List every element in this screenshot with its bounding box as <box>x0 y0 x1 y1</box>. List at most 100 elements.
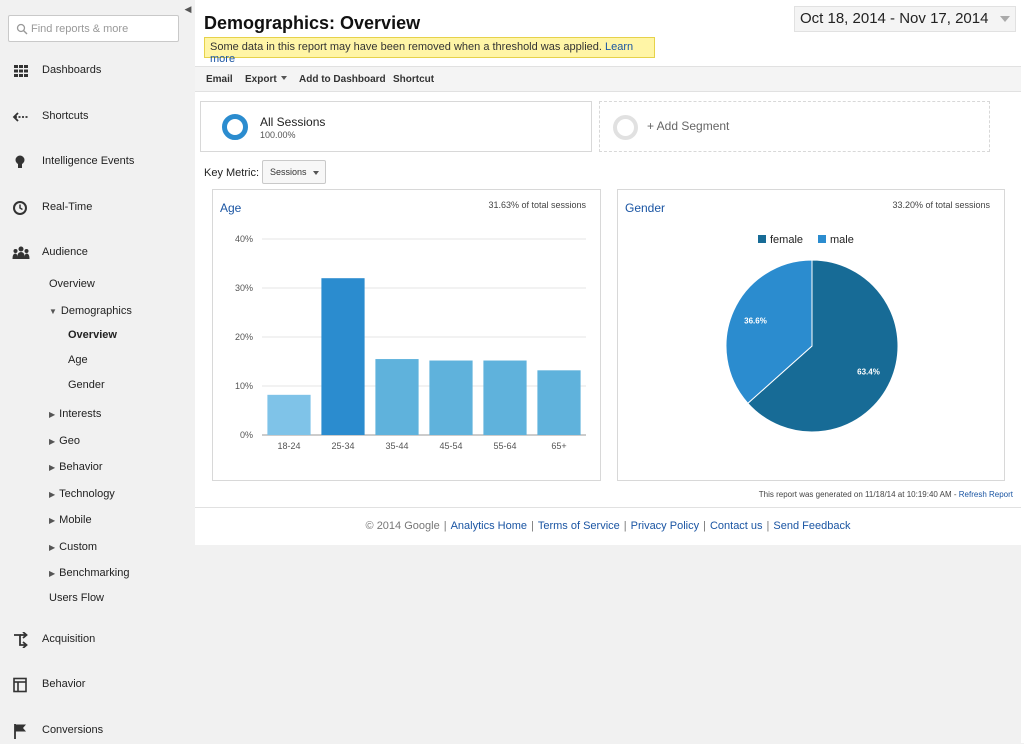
sidebar-item-acquisition[interactable]: Acquisition <box>0 627 195 653</box>
sidebar-item-audience[interactable]: Audience <box>0 240 195 266</box>
date-range-text: Oct 18, 2014 - Nov 17, 2014 <box>800 10 989 27</box>
send-feedback-link[interactable]: Send Feedback <box>773 520 851 532</box>
segment-name: All Sessions <box>260 115 326 129</box>
sidebar-subitem-geo[interactable]: ▶ Geo <box>49 435 80 447</box>
x-tick-label: 45-54 <box>439 441 462 451</box>
gender-pie-chart: female male 63.4% 36.6% <box>725 234 899 433</box>
x-tick-label: 55-64 <box>493 441 516 451</box>
sidebar-subitem-label: Interests <box>59 408 102 420</box>
caret-right-icon: ▶ <box>49 516 56 525</box>
gender-card-percent: 33.20% of total sessions <box>892 200 990 210</box>
pie-label-female: 63.4% <box>857 367 880 376</box>
caret-down-icon <box>280 76 287 80</box>
sidebar-subitem-technology[interactable]: ▶ Technology <box>49 488 115 500</box>
analytics-home-link[interactable]: Analytics Home <box>450 520 527 532</box>
sidebar-subitem-label: Demographics <box>60 305 132 317</box>
caret-down-icon <box>313 171 319 175</box>
copyright-text: © 2014 Google <box>365 520 440 532</box>
pie-slice-female <box>747 259 899 433</box>
report-generated-note: This report was generated on 11/18/14 at… <box>195 490 1013 499</box>
page-title: Demographics: Overview <box>204 13 421 33</box>
age-card-title[interactable]: Age <box>220 201 242 215</box>
key-metric-label: Key Metric: <box>204 167 260 179</box>
acquisition-arrows-icon <box>14 632 28 648</box>
sidebar-subitem-gender[interactable]: Gender <box>68 379 105 391</box>
y-tick-label: 30% <box>235 283 253 293</box>
caret-right-icon: ▶ <box>49 463 56 472</box>
sidebar-subitem-label: Behavior <box>59 461 103 473</box>
dropdown-arrow-icon <box>1000 16 1010 22</box>
search-icon <box>16 23 28 35</box>
age-card: Age 31.63% of total sessions 0% 10% 20% 30%… <box>212 189 601 481</box>
bar-35-44 <box>375 359 419 435</box>
sidebar-subitem-users-flow[interactable]: Users Flow <box>49 592 105 604</box>
flag-icon <box>14 724 26 739</box>
caret-right-icon: ▶ <box>49 437 56 446</box>
collapse-sidebar-button[interactable]: ◀ <box>181 0 195 20</box>
page-footer: © 2014 Google | Analytics Home | Terms of Se… <box>365 520 851 532</box>
sidebar-item-label: Acquisition <box>42 633 96 645</box>
add-to-dashboard-button[interactable]: Add to Dashboard <box>299 74 386 85</box>
gender-card-title[interactable]: Gender <box>625 201 666 215</box>
terms-of-service-link[interactable]: Terms of Service <box>537 520 620 532</box>
sidebar-subitem-age[interactable]: Age <box>68 354 88 366</box>
legend-swatch-female <box>758 235 766 243</box>
caret-right-icon: ▶ <box>49 490 56 499</box>
privacy-policy-link[interactable]: Privacy Policy <box>630 520 700 532</box>
sidebar-subitem-mobile[interactable]: ▶ Mobile <box>49 514 92 526</box>
add-segment-label: + Add Segment <box>647 119 730 133</box>
sidebar-item-label: Shortcuts <box>42 110 89 122</box>
empty-segment-ring-icon <box>613 115 638 140</box>
shortcut-button[interactable]: Shortcut <box>393 74 435 85</box>
lightbulb-icon <box>15 155 25 168</box>
add-segment-button[interactable]: + Add Segment <box>599 101 990 152</box>
sidebar-item-behavior[interactable]: Behavior <box>0 672 195 698</box>
x-tick-label: 25-34 <box>331 441 354 451</box>
sidebar-item-dashboards[interactable]: Dashboards <box>0 58 195 84</box>
caret-right-icon: ▶ <box>49 543 56 552</box>
segment-all-sessions[interactable]: All Sessions 100.00% <box>200 101 592 152</box>
sidebar-subitem-custom[interactable]: ▶ Custom <box>49 541 97 553</box>
sidebar-subitem-demographics-overview[interactable]: Overview <box>68 329 117 341</box>
sidebar-subitem-overview[interactable]: Overview <box>49 278 95 290</box>
sidebar-item-intelligence-events[interactable]: Intelligence Events <box>0 149 195 175</box>
sidebar-item-real-time[interactable]: Real-Time <box>0 195 195 221</box>
sidebar-item-label: Audience <box>42 246 88 258</box>
sidebar-subitem-demographics[interactable]: ▼ Demographics <box>49 305 132 317</box>
email-button[interactable]: Email <box>206 74 233 85</box>
sidebar-item-label: Behavior <box>42 678 86 690</box>
legend-label-male: male <box>830 234 854 246</box>
segment-ring-icon <box>222 114 248 140</box>
footer-divider <box>195 507 1021 508</box>
y-tick-label: 10% <box>235 381 253 391</box>
refresh-report-link[interactable]: Refresh Report <box>958 490 1013 499</box>
sidebar-subitem-benchmarking[interactable]: ▶ Benchmarking <box>49 567 129 579</box>
sidebar-item-conversions[interactable]: Conversions <box>0 718 195 744</box>
learn-more-link[interactable]: Learn more <box>210 41 634 65</box>
sidebar-item-label: Conversions <box>42 724 104 736</box>
dashboard-grid-icon <box>14 65 28 77</box>
export-button[interactable]: Export <box>245 74 287 85</box>
page-scrollbar[interactable] <box>1021 0 1024 743</box>
notice-text: Some data in this report may have been r… <box>210 41 602 53</box>
search-box[interactable] <box>8 15 179 42</box>
sidebar-subitem-behavior[interactable]: ▶ Behavior <box>49 461 103 473</box>
export-label: Export <box>245 74 277 85</box>
segment-percent: 100.00% <box>260 130 296 140</box>
sidebar-item-shortcuts[interactable]: Shortcuts <box>0 104 195 130</box>
contact-us-link[interactable]: Contact us <box>709 520 763 532</box>
legend-swatch-male <box>818 235 826 243</box>
age-bar-chart: 0% 10% 20% 30% 40% 18-24 25-34 35-44 45-54 55-64 6… <box>235 234 586 451</box>
key-metric-select[interactable]: Sessions <box>262 160 326 184</box>
pie-label-male: 36.6% <box>744 317 767 326</box>
sidebar-subitem-label: Custom <box>59 541 98 553</box>
sidebar-subitem-label: Geo <box>59 435 80 447</box>
bar-25-34 <box>321 278 365 435</box>
sidebar-subitem-interests[interactable]: ▶ Interests <box>49 408 101 420</box>
report-toolbar: Email Export Add to Dashboard Shortcut <box>195 66 1021 92</box>
y-tick-label: 40% <box>235 234 253 244</box>
date-range-picker[interactable]: Oct 18, 2014 - Nov 17, 2014 <box>794 6 1016 32</box>
search-input[interactable] <box>31 20 176 38</box>
sidebar-subitem-label: Mobile <box>59 514 92 526</box>
people-icon <box>12 246 30 259</box>
